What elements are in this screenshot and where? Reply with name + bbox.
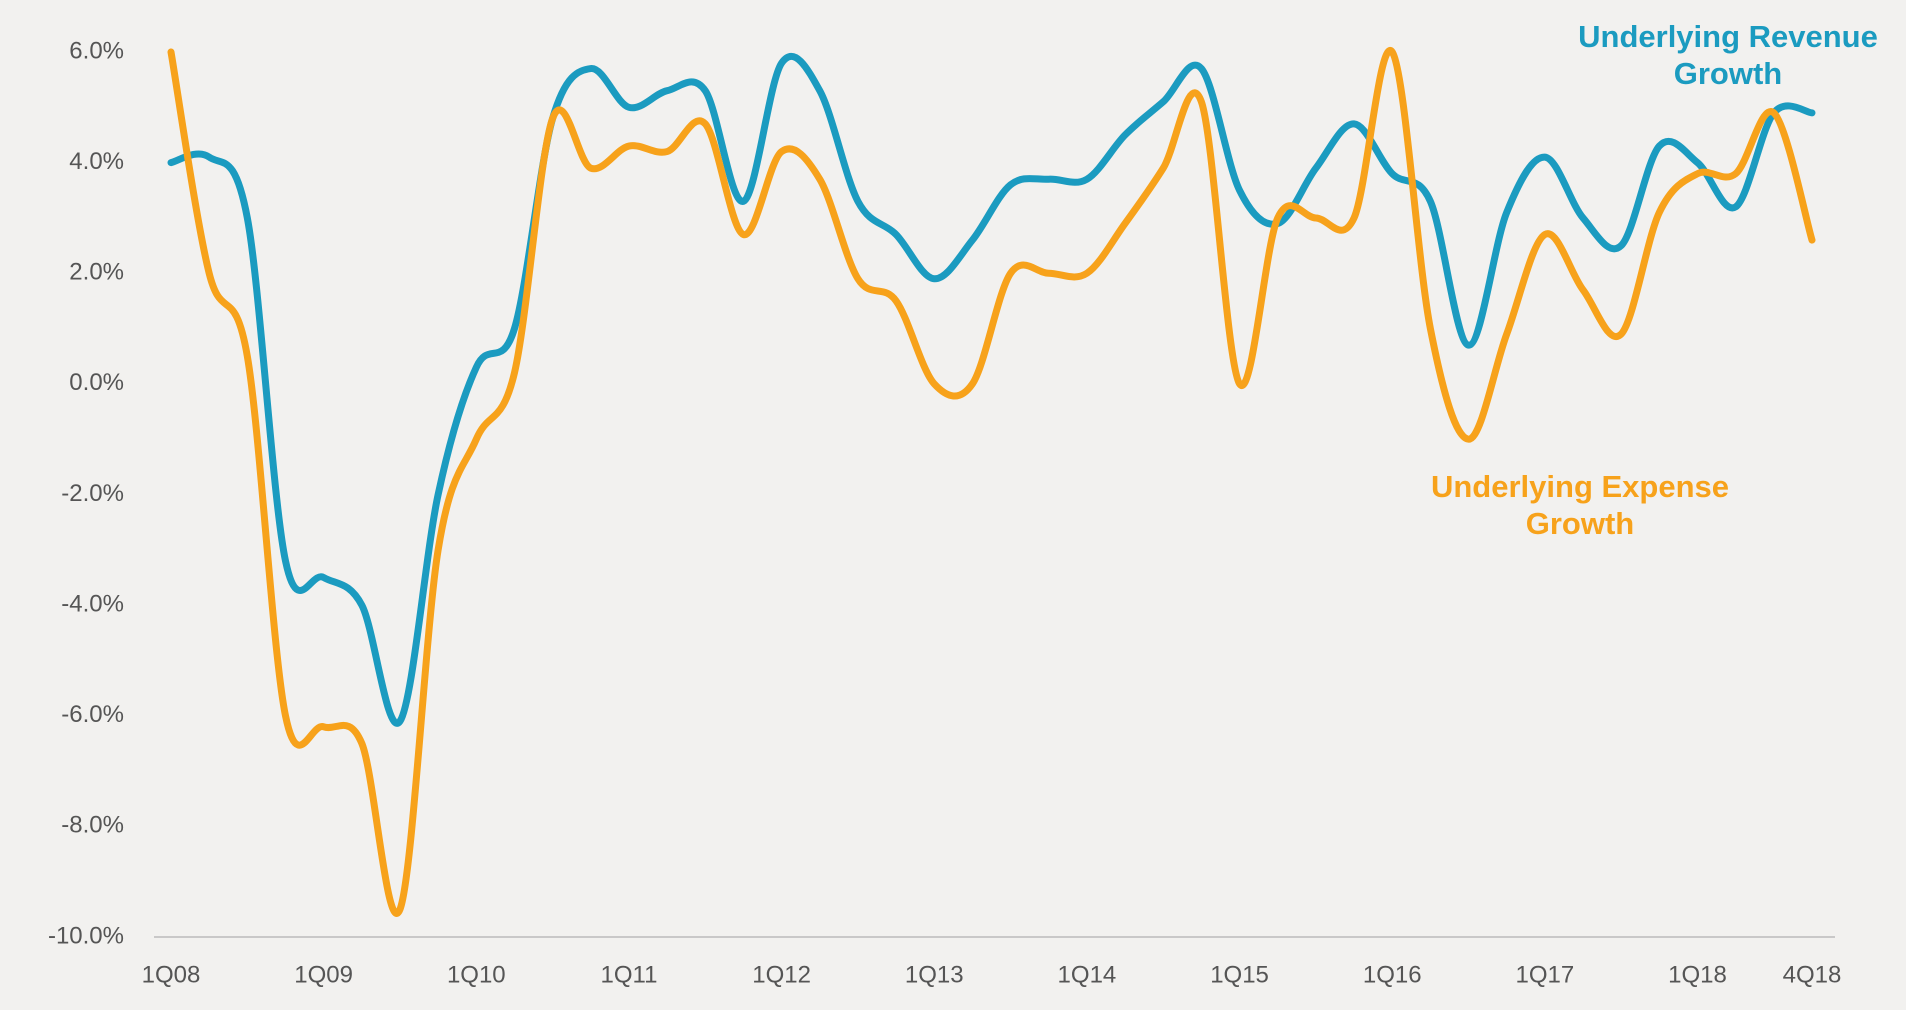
y-tick-label: -2.0% bbox=[61, 480, 124, 507]
series-label: Underlying Expense Growth bbox=[1430, 469, 1730, 541]
y-tick-label: 6.0% bbox=[69, 37, 124, 64]
series-line bbox=[167, 52, 1816, 727]
series-line bbox=[167, 47, 1816, 917]
x-tick-label: 1Q17 bbox=[1516, 961, 1575, 988]
x-tick-label: 1Q11 bbox=[600, 961, 657, 988]
x-tick-label: 1Q10 bbox=[447, 961, 506, 988]
x-tick-label: 1Q16 bbox=[1363, 961, 1422, 988]
y-tick-label: 0.0% bbox=[69, 369, 124, 396]
x-tick-label: 1Q15 bbox=[1210, 961, 1269, 988]
x-tick-label: 4Q18 bbox=[1783, 961, 1842, 988]
x-tick-label: 1Q14 bbox=[1058, 961, 1117, 988]
y-tick-label: -10.0% bbox=[48, 922, 124, 949]
x-tick-label: 1Q13 bbox=[905, 961, 964, 988]
y-tick-label: 4.0% bbox=[69, 148, 124, 175]
series-label-box: Underlying Expense Growth bbox=[1430, 469, 1730, 541]
y-tick-label: -8.0% bbox=[61, 812, 124, 839]
y-tick-label: -6.0% bbox=[61, 701, 124, 728]
series-label-box: Underlying Revenue Growth bbox=[1578, 19, 1878, 91]
x-tick-label: 1Q09 bbox=[294, 961, 353, 988]
x-tick-label: 1Q08 bbox=[142, 961, 201, 988]
series-label: Underlying Revenue Growth bbox=[1578, 19, 1878, 91]
x-tick-label: 1Q18 bbox=[1668, 961, 1727, 988]
y-tick-label: -4.0% bbox=[61, 590, 124, 617]
x-tick-label: 1Q12 bbox=[752, 961, 811, 988]
y-tick-label: 2.0% bbox=[69, 259, 124, 286]
